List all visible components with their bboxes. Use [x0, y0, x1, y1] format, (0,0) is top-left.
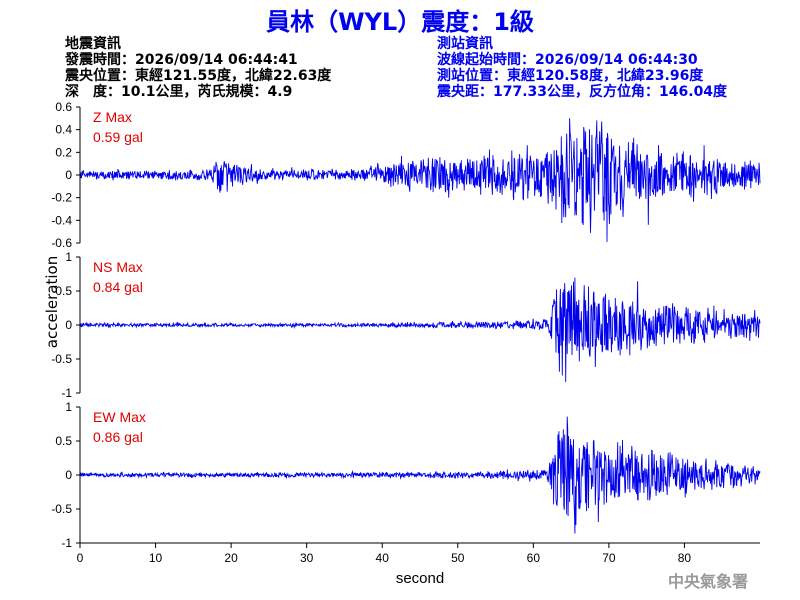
component-max-value: 0.84 gal: [93, 279, 143, 295]
y-tick-label: -1: [61, 386, 72, 400]
y-tick-label: -0.4: [51, 213, 72, 227]
quake-depth: 深 度：10.1公里，芮氏規模：4.9: [65, 84, 293, 100]
quake-epicenter: 震央位置：東經121.55度，北緯22.63度: [65, 68, 332, 84]
component-label: Z Max: [93, 109, 132, 125]
x-tick-label: 80: [678, 551, 692, 565]
x-tick-label: 50: [451, 551, 465, 565]
y-tick-label: 1: [65, 250, 72, 264]
y-tick-label: 0: [65, 468, 72, 482]
waveform-ns: [79, 277, 761, 383]
y-tick-label: -0.5: [51, 352, 72, 366]
agency-name: 中央氣象署: [667, 572, 748, 591]
quake-time: 發震時間：2026/09/14 06:44:41: [65, 52, 298, 68]
station-info-heading: 測站資訊: [437, 36, 493, 52]
station-location: 測站位置：東經120.58度，北緯23.96度: [437, 68, 704, 84]
component-max-value: 0.86 gal: [93, 429, 143, 445]
y-tick-label: 0.4: [55, 123, 72, 137]
component-max-value: 0.59 gal: [93, 129, 143, 145]
panel-z: 0.6 0.4 0.2 0 -0.2 -0.4 -0.6 Z Max 0.59 gal: [51, 100, 761, 250]
station-distance: 震央距：177.33公里，反方位角：146.04度: [437, 84, 728, 100]
quake-info-heading: 地震資訊: [65, 36, 121, 52]
y-tick-label: 0.5: [55, 434, 72, 448]
y-tick-label: -0.5: [51, 502, 72, 516]
y-tick-label: 0.5: [55, 284, 72, 298]
component-label: NS Max: [93, 259, 143, 275]
panel-ew: 1 0.5 0 -0.5 -1 EW Max 0.86 gal: [51, 400, 761, 550]
y-tick-label: -0.2: [51, 191, 72, 205]
x-tick-label: 10: [149, 551, 163, 565]
component-label: EW Max: [93, 409, 146, 425]
waveform-z: [79, 118, 761, 242]
x-tick-label: 30: [300, 551, 314, 565]
y-tick-label: 1: [65, 400, 72, 414]
x-tick-label: 20: [224, 551, 238, 565]
waveform-ew: [79, 416, 761, 534]
y-axis-label: acceleration: [43, 255, 62, 349]
y-tick-label: -1: [61, 536, 72, 550]
y-tick-label: 0: [65, 168, 72, 182]
x-tick-label: 60: [527, 551, 541, 565]
station-start-time: 波線起始時間：2026/09/14 06:44:30: [437, 52, 698, 68]
x-tick-label: 40: [376, 551, 390, 565]
x-tick-label: 70: [602, 551, 616, 565]
y-tick-label: -0.6: [51, 236, 72, 250]
x-tick-label: 0: [77, 551, 84, 565]
panel-ns: 1 0.5 0 -0.5 -1 NS Max 0.84 gal: [51, 250, 761, 400]
y-tick-label: 0.2: [55, 145, 72, 159]
chart-title: 員林（WYL）震度：1級: [266, 8, 534, 36]
x-axis-label: second: [395, 570, 445, 587]
y-tick-label: 0: [65, 318, 72, 332]
y-tick-label: 0.6: [55, 100, 72, 114]
